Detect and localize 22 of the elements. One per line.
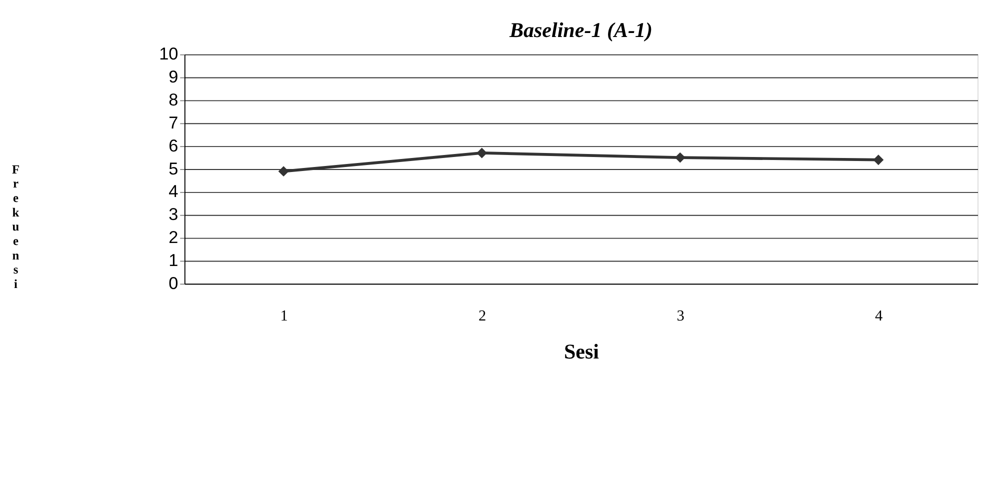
y-tick-label: 0 [168,272,178,293]
point [674,152,686,163]
point [278,166,289,177]
x-tick-label: 1 [280,307,288,324]
y-tick-label: 7 [168,112,178,132]
point [476,148,488,158]
y-tick-label: 3 [168,204,178,224]
x-tick-label: 4 [875,307,884,324]
chart-title: Baseline-1 (A-1) [508,18,652,42]
x-axis-title: Sesi [564,340,600,364]
y-tick-label: 6 [168,135,178,156]
text: Frekuensi [12,162,20,291]
y-tick-label: 10 [159,44,178,64]
x-tick-label: 2 [478,307,486,324]
point [873,154,884,166]
y-tick-label: 4 [168,181,179,202]
x-tick-label: 3 [676,307,685,324]
y-tick-label: 1 [168,250,178,270]
y-tick-label: 8 [168,89,178,110]
y-tick-label: 2 [168,227,178,248]
y-tick-label: 5 [168,158,178,178]
y-tick-label: 9 [168,66,178,87]
